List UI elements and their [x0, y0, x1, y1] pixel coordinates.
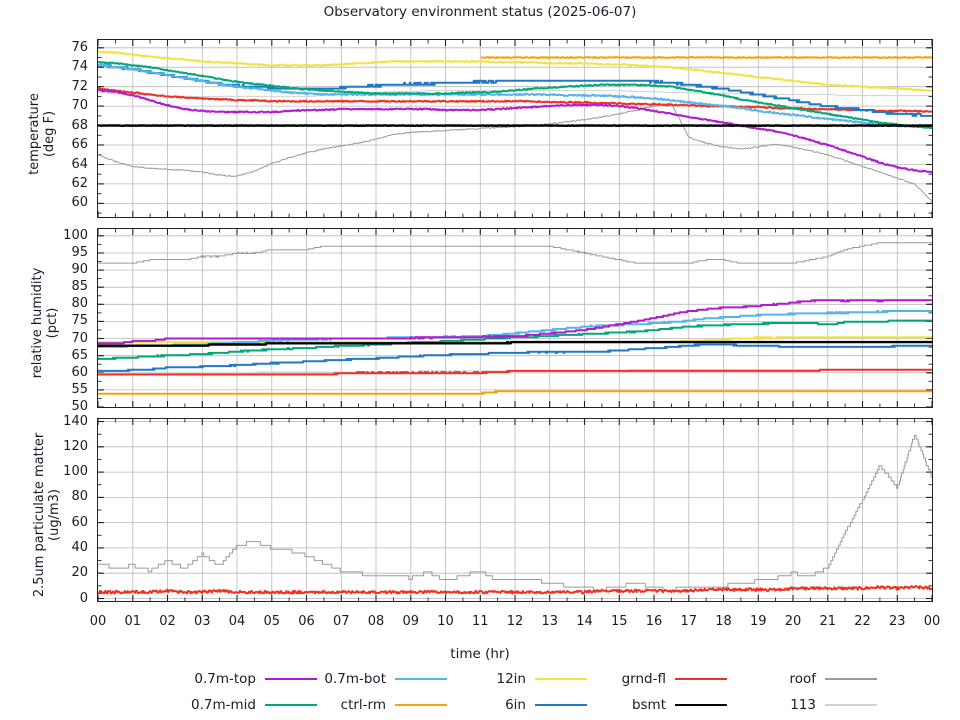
legend-item[interactable]: bsmt: [547, 692, 727, 718]
y-tick-label: 70: [71, 330, 88, 346]
legend-label: roof: [789, 671, 816, 687]
y-tick-label: 40: [71, 539, 88, 555]
x-tick-label: 03: [194, 614, 211, 629]
humidity-plot: [97, 228, 933, 408]
x-tick-label: 13: [541, 614, 559, 629]
legend-item[interactable]: 6in: [407, 692, 587, 718]
legend: 0.7m-top 0.7m-mid 0.7m-bot ctrl-rm 12in 6in gr…: [97, 666, 933, 718]
y-tick-label: 62: [71, 175, 88, 191]
x-tick-label: 04: [228, 614, 246, 629]
y-tick-label: 50: [71, 399, 88, 414]
legend-item[interactable]: 0.7m-mid: [137, 692, 317, 718]
x-tick-label: 18: [715, 614, 732, 629]
y-tick-label: 60: [71, 514, 88, 530]
legend-item[interactable]: 12in: [407, 666, 587, 692]
legend-color-swatch: [265, 704, 317, 706]
x-tick-label: 17: [680, 614, 698, 629]
y-tick-label: 100: [63, 227, 88, 243]
y-tick-label: 72: [71, 78, 88, 94]
y-tick-label: 64: [71, 156, 88, 172]
x-tick-label: 08: [367, 614, 385, 629]
y-tick-label: 66: [71, 137, 88, 152]
x-tick-label: 16: [645, 614, 663, 629]
x-tick-label: 09: [402, 614, 420, 629]
legend-item[interactable]: grnd-fl: [547, 666, 727, 692]
x-tick-label: 22: [854, 614, 871, 629]
y-tick-label: 60: [71, 195, 88, 211]
y-tick-label: 70: [71, 98, 88, 114]
x-tick-label: 01: [124, 614, 142, 629]
legend-item[interactable]: ctrl-rm: [267, 692, 447, 718]
legend-label: grnd-fl: [621, 671, 666, 687]
x-tick-label: 21: [819, 614, 837, 629]
page-title: Observatory environment status (2025-06-…: [323, 4, 637, 20]
y-tick-label: 100: [63, 464, 88, 480]
x-tick-label: 00: [89, 614, 107, 629]
legend-label: 6in: [505, 697, 526, 713]
legend-label: 0.7m-mid: [191, 697, 256, 713]
y-tick-label: 75: [71, 313, 88, 329]
y-tick-label: 95: [71, 245, 88, 260]
y-tick-label: 85: [71, 279, 88, 295]
y-tick-label: 65: [71, 347, 88, 363]
legend-column: grnd-fl bsmt: [547, 666, 727, 718]
legend-color-swatch: [825, 704, 877, 706]
legend-label: 113: [790, 697, 816, 713]
x-tick-label: 12: [506, 614, 524, 629]
x-tick-label: 05: [263, 614, 281, 629]
legend-label: 12in: [496, 671, 527, 687]
x-tick-label: 23: [889, 614, 906, 629]
x-tick-label: 00: [923, 614, 941, 629]
y-tick-label: 20: [71, 565, 88, 581]
legend-label: bsmt: [631, 697, 666, 713]
y-tick-label: 74: [71, 59, 88, 75]
legend-label: ctrl-rm: [340, 697, 386, 713]
temperature-plot: [97, 39, 933, 218]
y-tick-label: 120: [63, 438, 88, 454]
particulate-y-ticks: 140 120 100 80 60 40 20 0: [42, 0, 88, 720]
x-tick-label: 19: [750, 614, 767, 629]
legend-color-swatch: [535, 678, 587, 680]
legend-item[interactable]: 113: [697, 692, 877, 718]
y-tick-label: 80: [71, 296, 88, 312]
x-tick-label: 15: [611, 614, 628, 629]
legend-column: roof 113: [697, 666, 877, 718]
legend-column: 0.7m-bot ctrl-rm: [267, 666, 447, 718]
x-tick-label: 20: [784, 614, 802, 629]
x-tick-label: 06: [298, 614, 315, 629]
legend-item[interactable]: roof: [697, 666, 877, 692]
legend-item[interactable]: 0.7m-top: [137, 666, 317, 692]
x-axis-label: time (hr): [450, 646, 510, 662]
humidity-y-ticks: 100 95 90 85 80 75 70 65 60 55 50: [42, 0, 88, 720]
legend-color-swatch: [265, 678, 317, 680]
x-tick-label: 07: [333, 614, 350, 629]
legend-column: 12in 6in: [407, 666, 587, 718]
x-tick-label: 14: [576, 614, 593, 629]
legend-item[interactable]: 0.7m-bot: [267, 666, 447, 692]
y-tick-label: 0: [79, 590, 88, 606]
legend-color-swatch: [675, 704, 727, 706]
y-tick-label: 80: [71, 489, 88, 505]
y-tick-label: 55: [71, 381, 88, 397]
legend-color-swatch: [395, 678, 447, 680]
legend-label: 0.7m-bot: [324, 671, 386, 687]
y-tick-label: 60: [71, 364, 88, 380]
legend-color-swatch: [675, 678, 727, 680]
x-tick-label: 11: [472, 614, 489, 629]
legend-color-swatch: [535, 704, 587, 706]
y-tick-label: 90: [71, 262, 88, 278]
x-tick-label: 02: [159, 614, 176, 629]
legend-label: 0.7m-top: [194, 671, 256, 687]
particulate-plot: [97, 418, 933, 602]
y-tick-label: 68: [71, 117, 88, 133]
y-tick-label: 76: [71, 39, 88, 55]
temperature-y-ticks: 76 74 72 70 68 66 64 62 60: [42, 0, 88, 720]
legend-color-swatch: [825, 678, 877, 680]
legend-column: 0.7m-top 0.7m-mid: [137, 666, 317, 718]
y-tick-label: 140: [63, 413, 88, 429]
legend-color-swatch: [395, 704, 447, 706]
x-tick-label: 10: [437, 614, 454, 629]
